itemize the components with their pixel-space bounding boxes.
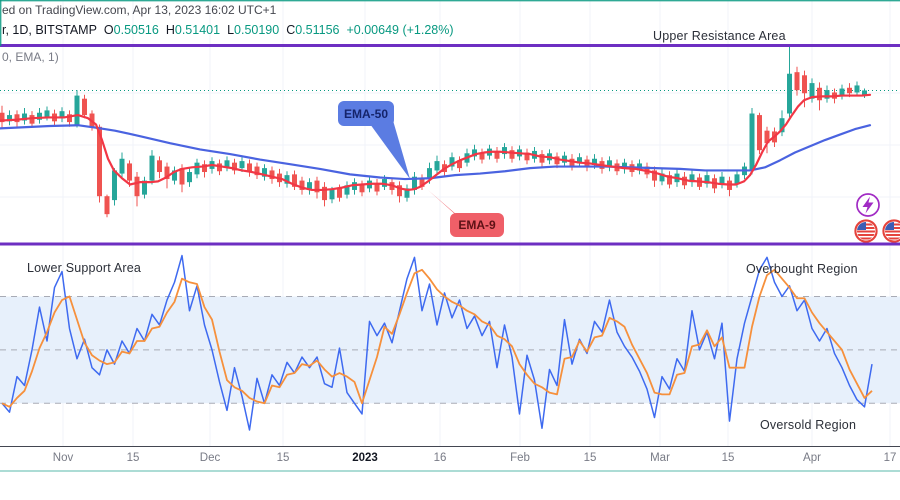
ohlc-values: O0.50516 H0.51401 L0.50190 C0.51156: [97, 23, 340, 37]
time-tick-label: Feb: [510, 452, 530, 464]
ohlc-label: H: [165, 23, 175, 37]
time-tick-label: Mar: [650, 452, 670, 464]
oscillator-slow-line: [1, 268, 873, 408]
time-tick-label: 16: [433, 452, 447, 464]
us-flag-icon[interactable]: [882, 219, 900, 243]
ohlc-value: 0.51401: [174, 23, 221, 37]
ema9-callout[interactable]: EMA-9: [450, 213, 504, 237]
time-tick-label: 15: [721, 452, 735, 464]
ohlc-value: 0.50516: [113, 23, 159, 37]
lower-support-label[interactable]: Lower Support Area: [27, 261, 142, 275]
time-tick-label: Nov: [52, 452, 74, 464]
symbol-info: r, 1D, BITSTAMP O0.50516 H0.51401 L0.50190 C…: [2, 23, 454, 37]
time-tick-label: 15: [276, 452, 290, 464]
time-tick-label: 15: [583, 452, 597, 464]
support-resistance-lines[interactable]: [0, 44, 900, 246]
ema-9-line: [0, 93, 872, 192]
upper-resistance-label[interactable]: Upper Resistance Area: [653, 29, 786, 43]
indicator-label: 0, EMA, 1): [2, 50, 59, 64]
oversold-region-label[interactable]: Oversold Region: [760, 418, 857, 432]
ohlc-label: L: [227, 23, 235, 37]
time-tick-label: 2023: [352, 452, 378, 464]
symbol-name: r, 1D, BITSTAMP: [2, 23, 97, 37]
price-change: +0.00649 (+1.28%): [346, 23, 454, 37]
ohlc-value: 0.50190: [234, 23, 280, 37]
lightning-icon[interactable]: [856, 193, 880, 217]
callout-tails: [370, 117, 472, 228]
ohlc-value: 0.51156: [295, 23, 340, 37]
copyright-text: ed on TradingView.com, Apr 13, 2023 16:0…: [2, 3, 277, 17]
candlestick-series: [0, 45, 867, 218]
us-flag-icon[interactable]: [854, 219, 878, 243]
overbought-region-label[interactable]: Overbought Region: [746, 262, 858, 276]
oscillator-fast-line: [1, 254, 873, 431]
oscillator-panel: [0, 295, 900, 404]
ohlc-label: O: [103, 23, 114, 37]
time-tick-label: 17: [883, 452, 897, 464]
time-axis[interactable]: Nov 15 Dec 15 2023 16 Feb 15 Mar 15 Apr 17: [0, 452, 900, 468]
time-tick-label: 15: [126, 452, 140, 464]
time-tick-label: Apr: [803, 452, 821, 464]
ohlc-label: C: [286, 23, 296, 37]
ema-50-line: [0, 124, 872, 181]
time-tick-label: Dec: [199, 452, 221, 464]
ema50-callout[interactable]: EMA-50: [338, 101, 394, 126]
